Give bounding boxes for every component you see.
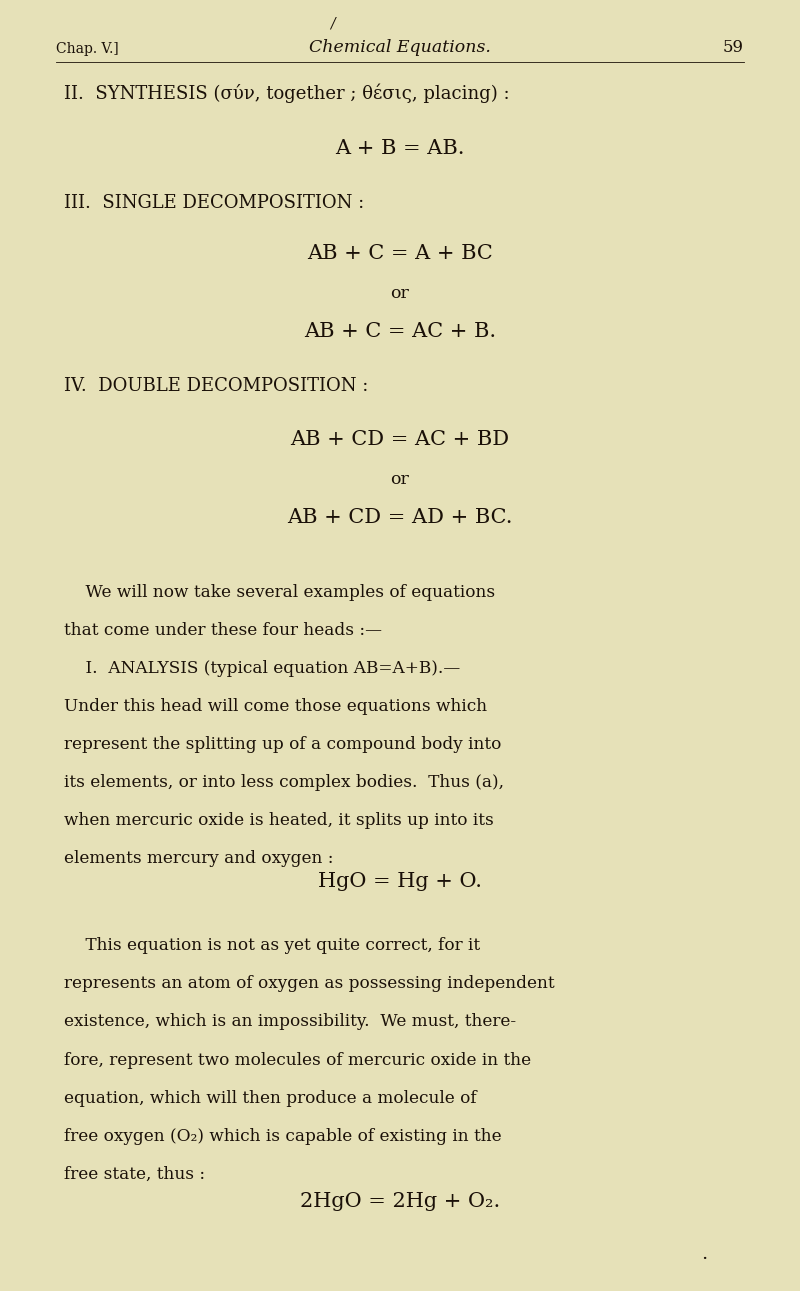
Text: II.  SYNTHESIS (σύν, together ; θέσις, placing) :: II. SYNTHESIS (σύν, together ; θέσις, pl… bbox=[64, 84, 510, 103]
Text: 2HgO = 2Hg + O₂.: 2HgO = 2Hg + O₂. bbox=[300, 1192, 500, 1211]
Text: /: / bbox=[330, 17, 334, 31]
Text: equation, which will then produce a molecule of: equation, which will then produce a mole… bbox=[64, 1090, 477, 1106]
Text: AB + C = A + BC: AB + C = A + BC bbox=[307, 244, 493, 263]
Text: I.  ANALYSIS (typical equation AB=A+B).—: I. ANALYSIS (typical equation AB=A+B).— bbox=[64, 660, 460, 676]
Text: free oxygen (O₂) which is capable of existing in the: free oxygen (O₂) which is capable of exi… bbox=[64, 1128, 502, 1145]
Text: Chemical Equations.: Chemical Equations. bbox=[309, 39, 491, 56]
Text: free state, thus :: free state, thus : bbox=[64, 1166, 205, 1183]
Text: fore, represent two molecules of mercuric oxide in the: fore, represent two molecules of mercuri… bbox=[64, 1051, 531, 1069]
Text: III.  SINGLE DECOMPOSITION :: III. SINGLE DECOMPOSITION : bbox=[64, 194, 364, 212]
Text: IV.  DOUBLE DECOMPOSITION :: IV. DOUBLE DECOMPOSITION : bbox=[64, 377, 368, 395]
Text: its elements, or into less complex bodies.  Thus (a),: its elements, or into less complex bodie… bbox=[64, 773, 504, 791]
Text: when mercuric oxide is heated, it splits up into its: when mercuric oxide is heated, it splits… bbox=[64, 812, 494, 829]
Text: AB + CD = AC + BD: AB + CD = AC + BD bbox=[290, 430, 510, 449]
Text: or: or bbox=[390, 471, 410, 488]
Text: AB + C = AC + B.: AB + C = AC + B. bbox=[304, 321, 496, 341]
Text: represents an atom of oxygen as possessing independent: represents an atom of oxygen as possessi… bbox=[64, 976, 554, 993]
Text: HgO = Hg + O.: HgO = Hg + O. bbox=[318, 871, 482, 891]
Text: Chap. V.]: Chap. V.] bbox=[56, 41, 118, 56]
Text: elements mercury and oxygen :: elements mercury and oxygen : bbox=[64, 849, 334, 868]
Text: represent the splitting up of a compound body into: represent the splitting up of a compound… bbox=[64, 736, 502, 753]
Text: or: or bbox=[390, 285, 410, 302]
Text: existence, which is an impossibility.  We must, there-: existence, which is an impossibility. We… bbox=[64, 1013, 516, 1030]
Text: A + B = AB.: A + B = AB. bbox=[335, 138, 465, 158]
Text: that come under these four heads :—: that come under these four heads :— bbox=[64, 621, 382, 639]
Text: Under this head will come those equations which: Under this head will come those equation… bbox=[64, 697, 487, 715]
Text: AB + CD = AD + BC.: AB + CD = AD + BC. bbox=[287, 507, 513, 527]
Text: .: . bbox=[701, 1245, 707, 1263]
Text: 59: 59 bbox=[723, 39, 744, 56]
Text: We will now take several examples of equations: We will now take several examples of equ… bbox=[64, 584, 495, 600]
Text: This equation is not as yet quite correct, for it: This equation is not as yet quite correc… bbox=[64, 937, 480, 954]
